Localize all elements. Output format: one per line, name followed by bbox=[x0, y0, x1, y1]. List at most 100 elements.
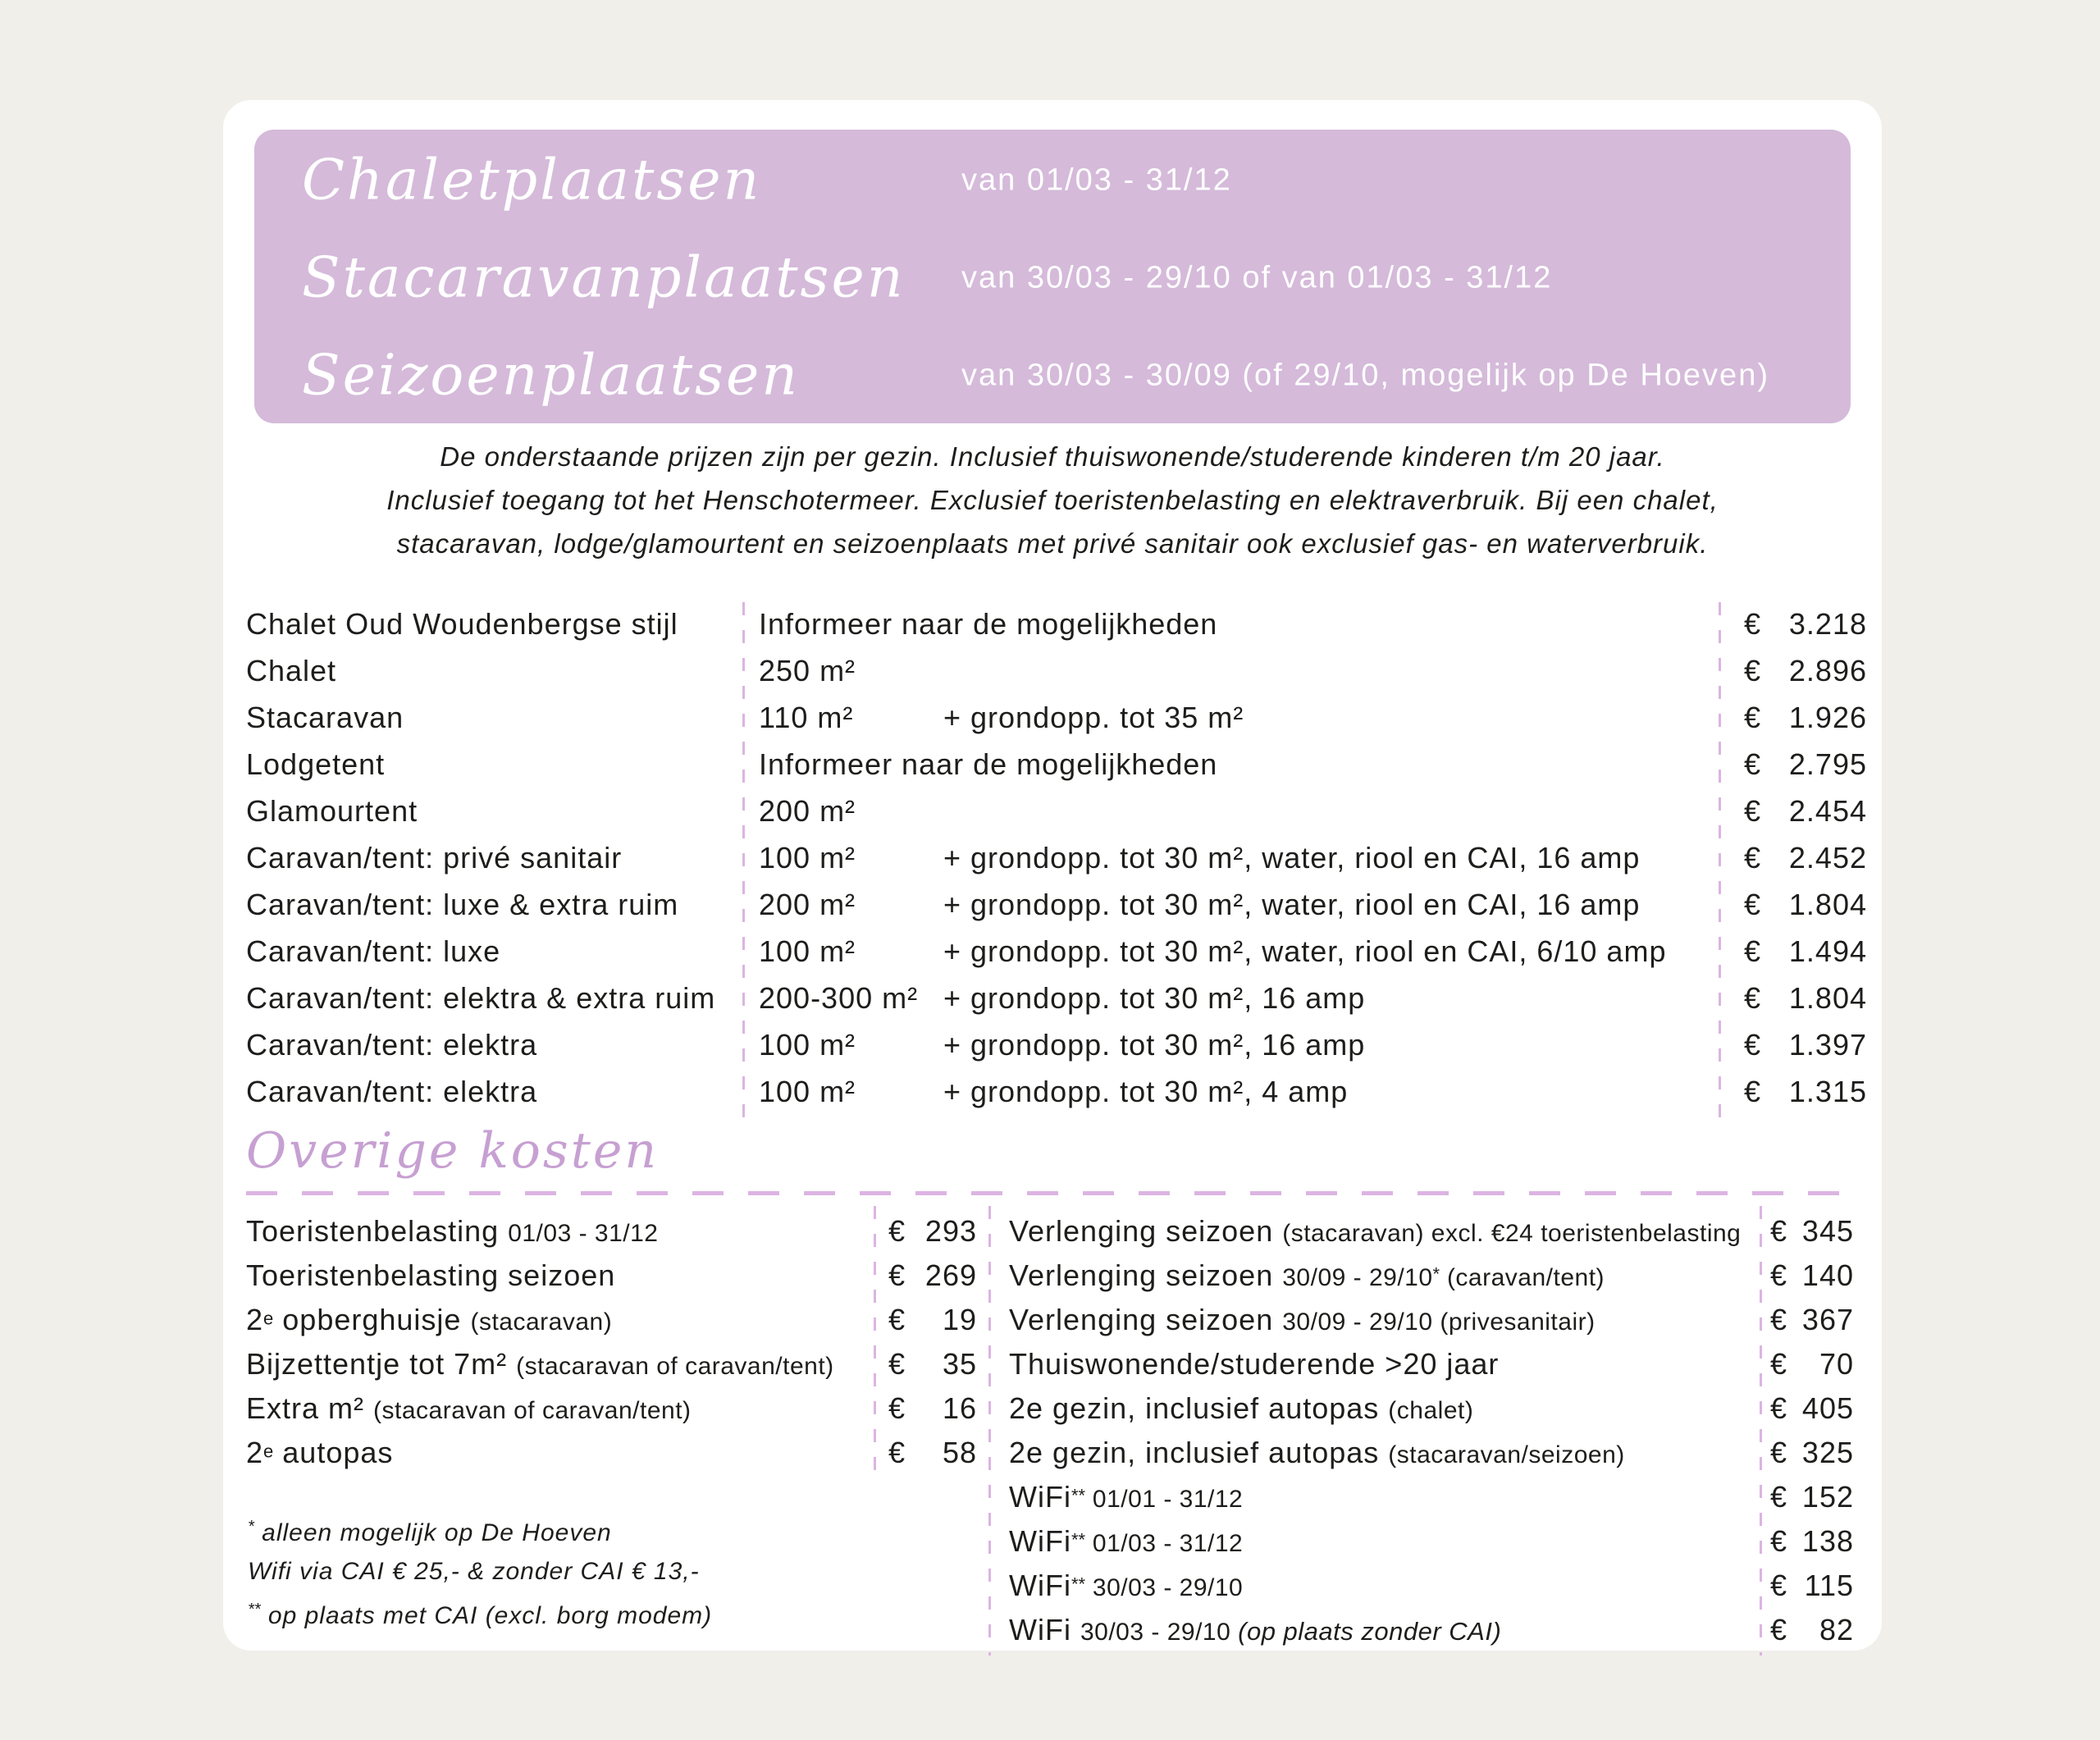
price-value: €35 bbox=[888, 1347, 988, 1381]
text-segment: alleen mogelijk op De Hoeven bbox=[253, 1519, 612, 1546]
price-value: €1.804 bbox=[1744, 888, 1867, 922]
text-segment: Verlenging seizoen bbox=[1009, 1214, 1283, 1248]
price-sheet-card: Chaletplaatsen van 01/03 - 31/12 Stacara… bbox=[223, 100, 1882, 1656]
text-segment: 2 bbox=[246, 1436, 264, 1469]
text-segment: + grondopp. tot 30 m², water, riool en C… bbox=[943, 840, 1641, 875]
price-value: €138 bbox=[1770, 1524, 1862, 1559]
text-segment: Caravan/tent: luxe & extra ruim bbox=[246, 887, 679, 921]
text-segment: 01/01 - 31/12 bbox=[1085, 1486, 1244, 1513]
table-row: Glamourtent 200 m² €2.454 bbox=[246, 788, 1867, 834]
text-segment: 110 m² bbox=[759, 700, 854, 734]
section-divider-dashed bbox=[246, 1191, 1846, 1195]
item-label: Verlenging seizoen 30/09 - 29/10* (carav… bbox=[1009, 1258, 1770, 1293]
text-segment: Caravan/tent: luxe bbox=[246, 934, 501, 968]
price-value: €152 bbox=[1770, 1480, 1862, 1514]
text-segment: € bbox=[1770, 1613, 1788, 1646]
text-segment: Stacaravan bbox=[246, 700, 404, 734]
text-segment: € bbox=[1770, 1480, 1788, 1514]
text-segment: opberghuisje bbox=[273, 1303, 471, 1336]
item-label: 2e opberghuisje (stacaravan) bbox=[246, 1303, 888, 1337]
text-segment: € bbox=[888, 1303, 906, 1336]
text-segment: € bbox=[1770, 1303, 1788, 1336]
price-value: €1.804 bbox=[1744, 981, 1867, 1016]
overige-left-column: Toeristenbelasting 01/03 - 31/12 €293 Toer… bbox=[246, 1209, 988, 1475]
text-segment: 2.452 bbox=[1788, 840, 1867, 875]
text-segment: (stacaravan of caravan/tent) bbox=[373, 1397, 692, 1424]
text-segment: Extra m² bbox=[246, 1391, 374, 1425]
list-item: WiFi** 30/03 - 29/10 €115 bbox=[1009, 1564, 1862, 1608]
text-segment: Toeristenbelasting bbox=[246, 1214, 509, 1248]
text-segment: 293 bbox=[924, 1214, 977, 1248]
text-segment: ** bbox=[1071, 1529, 1086, 1550]
text-segment: (stacaravan) bbox=[470, 1308, 613, 1336]
text-segment: 58 bbox=[942, 1436, 977, 1469]
text-segment: 2 bbox=[246, 1303, 264, 1336]
header-title: Stacaravanplaatsen bbox=[302, 245, 906, 310]
text-segment: (op plaats zonder CAI) bbox=[1238, 1617, 1502, 1646]
text-segment: Bijzettentje tot 7m² bbox=[246, 1347, 517, 1381]
text-segment: 30/03 - 29/10 bbox=[1080, 1619, 1239, 1646]
left-price-divider-dashed bbox=[874, 1206, 876, 1477]
item-label: WiFi** 01/01 - 31/12 bbox=[1009, 1480, 1770, 1514]
text-segment: 2e gezin, inclusief autopas bbox=[1009, 1391, 1389, 1425]
text-segment: 35 bbox=[942, 1347, 977, 1381]
text-segment: € bbox=[1744, 980, 1762, 1015]
table-row: Caravan/tent: elektra 100 m² + grondopp. t… bbox=[246, 1068, 1867, 1115]
header-period: van 30/03 - 30/09 (of 29/10, mogelijk op… bbox=[961, 358, 1769, 392]
text-segment: 82 bbox=[1819, 1613, 1854, 1646]
price-value: €2.896 bbox=[1744, 654, 1867, 688]
text-segment: (stacaravan of caravan/tent) bbox=[516, 1353, 834, 1380]
text-segment: € bbox=[888, 1214, 906, 1248]
price-value: €1.494 bbox=[1744, 934, 1867, 969]
text-segment: € bbox=[888, 1391, 906, 1425]
item-label: WiFi** 30/03 - 29/10 bbox=[1009, 1569, 1770, 1603]
text-segment: + grondopp. tot 30 m², water, riool en C… bbox=[943, 887, 1641, 921]
list-item: 2e autopas €58 bbox=[246, 1431, 988, 1475]
price-value: €19 bbox=[888, 1303, 988, 1337]
price-value: €2.452 bbox=[1744, 841, 1867, 875]
price-value: €1.397 bbox=[1744, 1028, 1867, 1062]
price-value: €269 bbox=[888, 1258, 988, 1293]
footnotes: * alleen mogelijk op De Hoeven Wifi via C… bbox=[248, 1508, 712, 1635]
price-value: €70 bbox=[1770, 1347, 1862, 1381]
text-segment: € bbox=[1770, 1569, 1788, 1602]
text-segment: Caravan/tent: privé sanitair bbox=[246, 840, 623, 875]
text-segment: € bbox=[888, 1347, 906, 1381]
text-segment: 1.926 bbox=[1788, 700, 1867, 734]
text-segment: 19 bbox=[942, 1303, 977, 1336]
intro-paragraph: De onderstaande prijzen zijn per gezin. … bbox=[223, 435, 1882, 565]
header-row-seizoenplaatsen: Seizoenplaatsen van 30/03 - 30/09 (of 29… bbox=[254, 327, 1851, 424]
table-row: Chalet 250 m² €2.896 bbox=[246, 647, 1867, 694]
text-segment: 2.454 bbox=[1788, 793, 1867, 828]
right-price-divider-dashed bbox=[1760, 1206, 1762, 1656]
item-label: 2e gezin, inclusief autopas (chalet) bbox=[1009, 1391, 1770, 1426]
text-segment: (caravan/tent) bbox=[1440, 1264, 1605, 1291]
text-segment: € bbox=[1744, 840, 1762, 875]
price-value: €1.315 bbox=[1744, 1075, 1867, 1109]
text-segment: Caravan/tent: elektra & extra ruim bbox=[246, 980, 716, 1015]
text-segment: Caravan/tent: elektra bbox=[246, 1074, 538, 1108]
text-segment: 1.804 bbox=[1788, 980, 1867, 1015]
main-price-table: Chalet Oud Woudenbergse stijl Informeer n… bbox=[246, 601, 1867, 1115]
text-segment: 115 bbox=[1804, 1569, 1854, 1602]
header-block: Chaletplaatsen van 01/03 - 31/12 Stacara… bbox=[254, 130, 1851, 423]
list-item: 2e gezin, inclusief autopas (chalet) €405 bbox=[1009, 1386, 1862, 1431]
text-segment: 345 bbox=[1801, 1214, 1854, 1248]
list-item: Verlenging seizoen 30/09 - 29/10* (carav… bbox=[1009, 1254, 1862, 1298]
text-segment: Caravan/tent: elektra bbox=[246, 1027, 538, 1062]
text-segment: WiFi bbox=[1009, 1524, 1071, 1558]
header-period: van 01/03 - 31/12 bbox=[961, 162, 1232, 197]
text-segment: op plaats met CAI (excl. borg modem) bbox=[260, 1602, 713, 1629]
text-segment: € bbox=[1770, 1214, 1788, 1248]
text-segment: 70 bbox=[1819, 1347, 1854, 1381]
price-value: €16 bbox=[888, 1391, 988, 1426]
text-segment: Glamourtent bbox=[246, 793, 418, 828]
intro-line: stacaravan, lodge/glamourtent en seizoen… bbox=[396, 528, 1709, 559]
text-segment: 30/09 - 29/10 bbox=[1282, 1264, 1433, 1291]
text-segment: (chalet) bbox=[1388, 1397, 1474, 1424]
text-segment: + grondopp. tot 30 m², 4 amp bbox=[943, 1074, 1349, 1108]
list-item: WiFi** 01/03 - 31/12 €138 bbox=[1009, 1519, 1862, 1564]
text-segment: 2e gezin, inclusief autopas bbox=[1009, 1436, 1389, 1469]
text-segment: € bbox=[1744, 1074, 1762, 1108]
list-item: Thuiswonende/studerende >20 jaar €70 bbox=[1009, 1342, 1862, 1386]
